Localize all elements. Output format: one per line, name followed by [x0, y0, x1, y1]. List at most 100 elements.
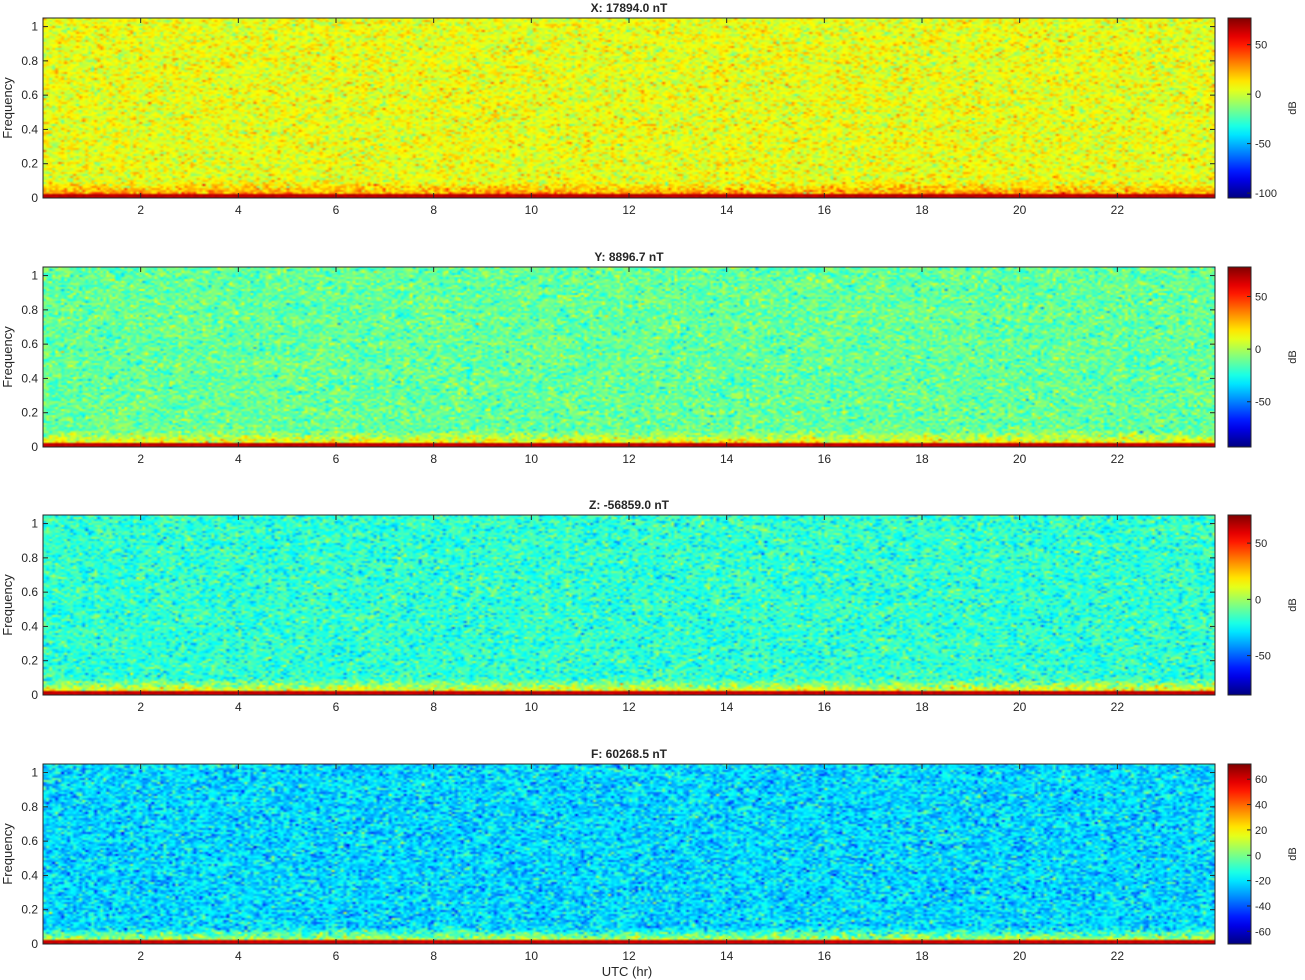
y-tick-label: 1: [31, 20, 38, 34]
x-tick-label: 4: [235, 700, 242, 714]
spectrogram-panel: F: 60268.5 nT2 4 6 8 10 12 14 16 18 20 2200.20.40.…: [0, 747, 1299, 963]
x-tick-label: 6: [333, 700, 340, 714]
x-tick-label: 16: [818, 700, 832, 714]
x-tick-label: 20: [1013, 203, 1027, 217]
x-tick-label: 18: [915, 700, 929, 714]
x-tick-label: 10: [525, 700, 539, 714]
y-tick-label: 0: [31, 440, 38, 454]
x-tick-label: 10: [525, 949, 539, 963]
x-tick-label: 4: [235, 452, 242, 466]
y-tick-label: 1: [31, 766, 38, 780]
y-tick-label: 0: [31, 937, 38, 951]
y-tick-label: 0.4: [21, 371, 38, 385]
x-axis-label: UTC (hr): [602, 964, 653, 979]
x-tick-label: 20: [1013, 452, 1027, 466]
x-tick-label: 2: [137, 203, 144, 217]
x-tick-label: 18: [915, 203, 929, 217]
x-tick-label: 4: [235, 203, 242, 217]
colorbar-tick-label: -60: [1255, 926, 1271, 938]
x-tick-label: 2: [137, 452, 144, 466]
x-tick-label: 2: [137, 949, 144, 963]
colorbar-tick-label: 50: [1255, 291, 1267, 303]
colorbar-tick-label: 50: [1255, 40, 1267, 52]
colorbar-tick-label: -50: [1255, 651, 1271, 663]
colorbar-tick-label: -50: [1255, 397, 1271, 409]
y-tick-label: 0.6: [21, 88, 38, 102]
y-tick-label: 1: [31, 517, 38, 531]
colorbar: [1227, 763, 1252, 945]
y-tick-label: 0.2: [21, 157, 38, 171]
y-tick-label: 0.8: [21, 551, 38, 565]
y-tick-label: 0.8: [21, 54, 38, 68]
x-tick-label: 14: [720, 203, 734, 217]
y-tick-label: 0.4: [21, 868, 38, 882]
colorbar-tick-label: -20: [1255, 876, 1271, 888]
y-tick-label: 0.2: [21, 406, 38, 420]
colorbar-tick-label: -40: [1255, 901, 1271, 913]
x-tick-label: 10: [525, 203, 539, 217]
colorbar-label: dB: [1287, 101, 1299, 114]
colorbar-tick-label: 0: [1255, 594, 1261, 606]
colorbar-label: dB: [1287, 598, 1299, 611]
x-tick-label: 14: [720, 949, 734, 963]
y-axis-label: Frequency: [0, 574, 15, 636]
panel-title: F: 60268.5 nT: [591, 747, 668, 761]
x-tick-label: 8: [430, 452, 437, 466]
x-tick-label: 12: [622, 452, 636, 466]
x-tick-label: 8: [430, 700, 437, 714]
colorbar: [1227, 514, 1252, 696]
colorbar-tick-label: 0: [1255, 89, 1261, 101]
y-tick-label: 0.8: [21, 800, 38, 814]
y-axis-label: Frequency: [0, 326, 15, 388]
x-tick-label: 12: [622, 700, 636, 714]
spectrogram-image: [43, 515, 1215, 695]
x-tick-label: 18: [915, 452, 929, 466]
x-tick-label: 22: [1111, 949, 1125, 963]
x-tick-label: 20: [1013, 949, 1027, 963]
spectrogram-panel: Z: -56859.0 nT2 4 6 8 10 12 14 16 18 20 2200.20.40…: [0, 498, 1299, 714]
colorbar-tick-label: -100: [1255, 188, 1277, 200]
x-tick-label: 16: [818, 452, 832, 466]
y-tick-label: 0.6: [21, 585, 38, 599]
y-tick-label: 0.8: [21, 303, 38, 317]
y-tick-label: 1: [31, 269, 38, 283]
x-tick-label: 14: [720, 700, 734, 714]
x-tick-label: 10: [525, 452, 539, 466]
x-tick-label: 20: [1013, 700, 1027, 714]
x-tick-label: 8: [430, 949, 437, 963]
spectrogram-image: [43, 267, 1215, 447]
y-tick-label: 0.2: [21, 903, 38, 917]
y-tick-label: 0.4: [21, 619, 38, 633]
y-axis-label: Frequency: [0, 823, 15, 885]
x-tick-label: 8: [430, 203, 437, 217]
y-tick-label: 0.2: [21, 654, 38, 668]
panel-title: Y: 8896.7 nT: [594, 250, 664, 264]
panel-title: X: 17894.0 nT: [591, 1, 668, 15]
x-tick-label: 6: [333, 949, 340, 963]
x-tick-label: 6: [333, 203, 340, 217]
x-tick-label: 6: [333, 452, 340, 466]
colorbar-tick-label: 60: [1255, 774, 1267, 786]
x-tick-label: 12: [622, 203, 636, 217]
x-tick-label: 2: [137, 700, 144, 714]
y-tick-label: 0.6: [21, 337, 38, 351]
spectrogram-panel: Y: 8896.7 nT2 4 6 8 10 12 14 16 18 20 2200.20.40.6…: [0, 250, 1299, 466]
x-tick-label: 12: [622, 949, 636, 963]
y-tick-label: 0: [31, 688, 38, 702]
x-tick-label: 16: [818, 949, 832, 963]
x-tick-label: 16: [818, 203, 832, 217]
colorbar-tick-label: 50: [1255, 538, 1267, 550]
colorbar: [1227, 17, 1252, 199]
x-tick-label: 22: [1111, 452, 1125, 466]
colorbar: [1227, 266, 1252, 448]
y-axis-label: Frequency: [0, 77, 15, 139]
x-tick-label: 18: [915, 949, 929, 963]
panel-title: Z: -56859.0 nT: [589, 498, 670, 512]
panels: X: 17894.0 nT2 4 6 8 10 12 14 16 18 20 2200.20.40.…: [0, 1, 1299, 963]
colorbar-tick-label: -50: [1255, 139, 1271, 151]
colorbar-label: dB: [1287, 350, 1299, 363]
colorbar-tick-label: 0: [1255, 850, 1261, 862]
x-tick-label: 4: [235, 949, 242, 963]
spectrogram-image: [43, 764, 1215, 944]
